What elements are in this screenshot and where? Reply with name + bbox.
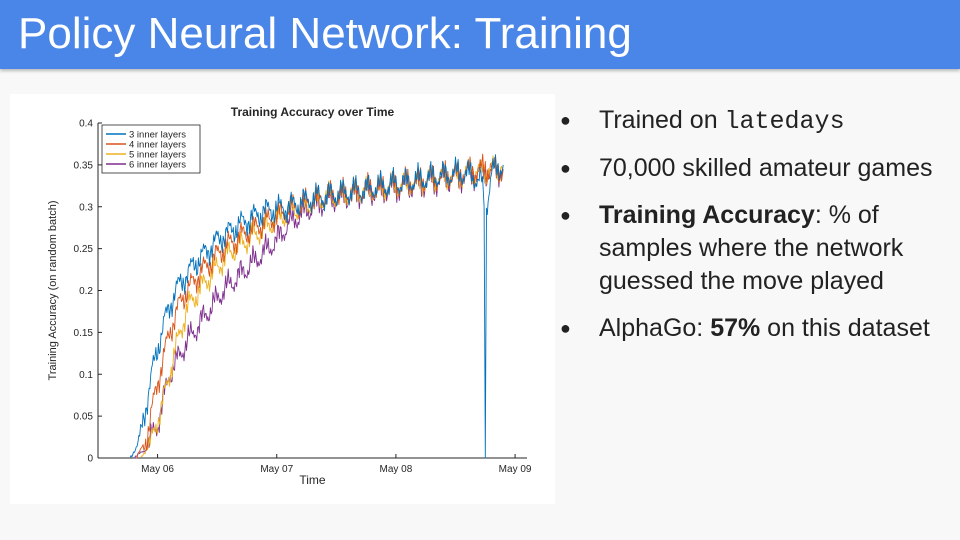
legend-label: 5 inner layers [129,150,186,161]
y-tick-label: 0.1 [79,370,93,381]
y-axis-label: Training Accuracy (on random batch) [47,201,59,381]
y-tick-label: 0.25 [74,244,94,255]
y-tick-label: 0.35 [74,160,94,171]
x-tick-label: May 08 [380,464,413,475]
x-axis-label: Time [299,473,326,487]
bullet-text: 70,000 skilled amateur games [599,154,933,182]
chart-figure: Training Accuracy over Time 0 0.05 0.1 0.15 0… [10,94,555,504]
x-tick-label: May 07 [260,464,293,475]
bullet-text: Trained on [599,106,725,134]
bullet-item-alphago: AlphaGo: 57% on this dataset [560,312,955,345]
chart-title: Training Accuracy over Time [231,105,395,119]
bullet-item-trained-on: Trained on latedays [560,104,955,138]
slide-title: Policy Neural Network: Training [18,9,632,58]
y-tick-label: 0.05 [74,412,94,423]
legend-box [101,124,201,174]
y-tick-label: 0.15 [74,328,94,339]
legend-label: 3 inner layers [129,130,186,141]
title-bar: Policy Neural Network: Training [0,0,960,69]
y-tick-label: 0 [87,454,93,465]
series-line-5-inner-layers [140,155,504,458]
bullet-text: AlphaGo: [599,314,711,342]
legend-label: 6 inner layers [129,160,186,171]
bullet-bold: 57% [710,314,761,342]
bullet-text-after: on this dataset [760,314,930,342]
bullet-bold: Training Accuracy [599,201,815,229]
bullet-list: Trained on latedays 70,000 skilled amate… [560,104,955,359]
y-tick-label: 0.4 [79,119,93,130]
series-line-3-inner-layers [129,154,504,459]
accuracy-chart: Training Accuracy over Time 0 0.05 0.1 0.15 0… [47,105,532,487]
x-tick-label: May 06 [141,464,174,475]
series-line-6-inner-layers [133,160,504,459]
bullet-item-accuracy-definition: Training Accuracy: % of samples where th… [560,199,955,298]
legend-label: 4 inner layers [129,140,186,151]
x-tick-label: May 09 [499,464,532,475]
y-tick-label: 0.2 [79,286,93,297]
bullet-item-games: 70,000 skilled amateur games [560,152,955,185]
y-tick-label: 0.3 [79,202,93,213]
bullet-code: latedays [724,107,845,136]
bullet-text: : % of samples where the network guessed… [599,201,904,295]
